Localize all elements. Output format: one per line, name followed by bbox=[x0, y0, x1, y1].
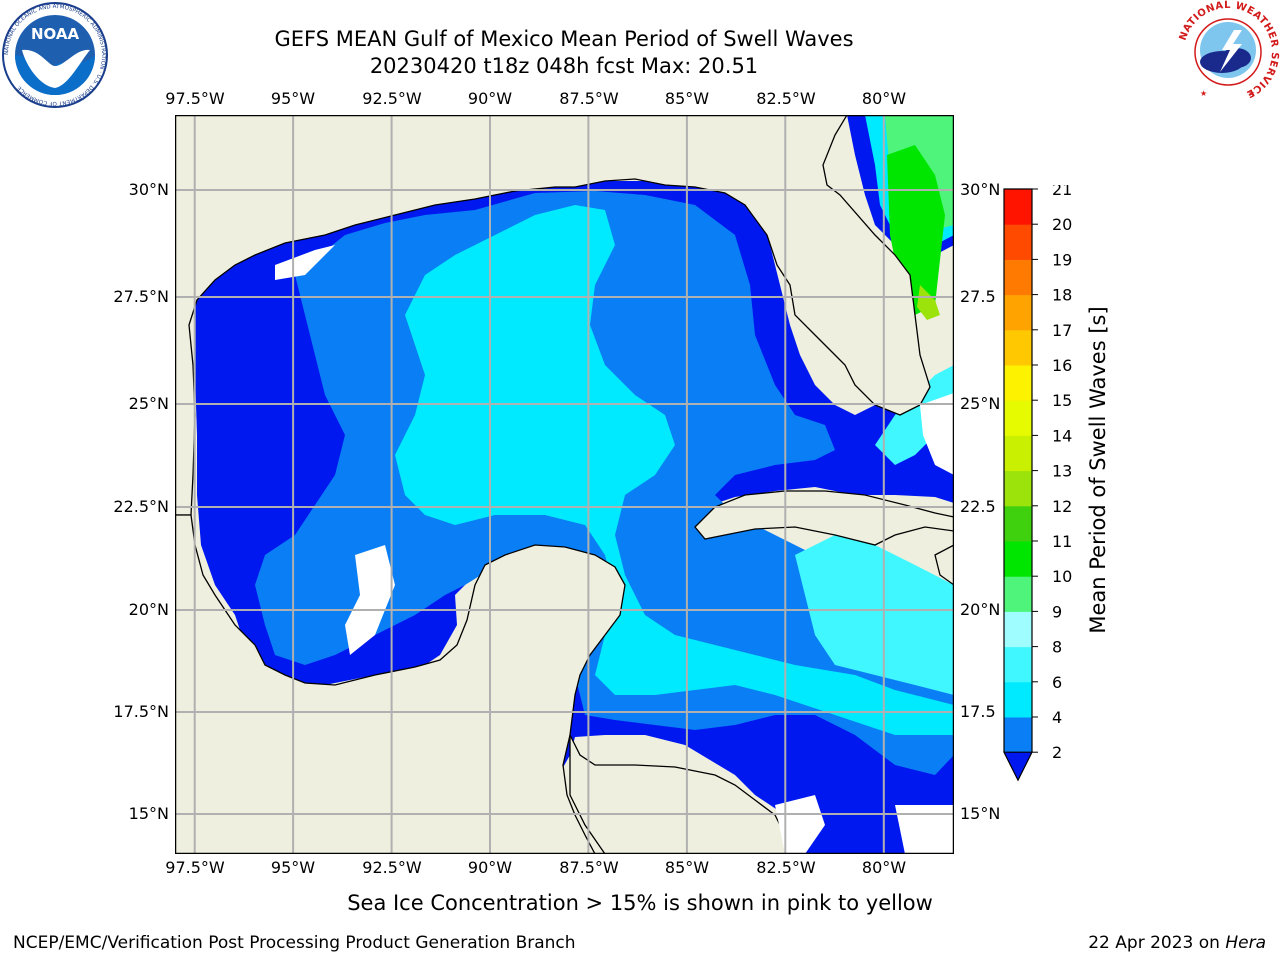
atlantic-water-yellowgreen bbox=[917, 285, 940, 320]
lon-tick-bottom: 85°W bbox=[664, 858, 710, 877]
lat-tick-right: 27.5 bbox=[960, 287, 996, 306]
machine-name: Hera bbox=[1225, 933, 1266, 953]
gulf-water-4to6 bbox=[395, 205, 954, 735]
lon-tick-top: 95°W bbox=[270, 89, 316, 108]
svg-text:NOAA: NOAA bbox=[31, 25, 80, 43]
colorbar-tick-label: 9 bbox=[1052, 602, 1062, 621]
lat-tick-right: 25°N bbox=[960, 394, 1001, 413]
colorbar-tick-label: 12 bbox=[1052, 497, 1072, 516]
lat-tick-right: 20°N bbox=[960, 600, 1001, 619]
colorbar-tick-label: 6 bbox=[1052, 673, 1062, 692]
colorbar-tick-label: 14 bbox=[1052, 426, 1072, 445]
lat-tick-right: 17.5 bbox=[960, 702, 996, 721]
lat-tick-left: 20°N bbox=[128, 600, 169, 619]
colorbar-segment bbox=[1004, 470, 1032, 507]
lat-tick-left: 30°N bbox=[128, 180, 169, 199]
lat-tick-left: 27.5°N bbox=[113, 287, 169, 306]
colorbar-tick-label: 10 bbox=[1052, 567, 1072, 586]
lon-tick-bottom: 92.5°W bbox=[362, 858, 422, 877]
svg-text:★: ★ bbox=[1200, 89, 1207, 98]
lat-tick-left: 15°N bbox=[128, 804, 169, 823]
colorbar-tick-label: 4 bbox=[1052, 708, 1062, 727]
missing-data-patch bbox=[775, 795, 825, 854]
date-line: 22 Apr 2023 on Hera bbox=[1088, 933, 1266, 953]
caribbean-cyan bbox=[795, 535, 954, 695]
colorbar-segment bbox=[1004, 224, 1032, 260]
colorbar-label: Mean Period of Swell Waves [s] bbox=[1086, 306, 1110, 634]
mexico-land bbox=[175, 514, 626, 854]
colorbar-segment bbox=[1004, 576, 1032, 612]
lon-tick-bottom: 95°W bbox=[270, 858, 316, 877]
lat-tick-right: 30°N bbox=[960, 180, 1001, 199]
colorbar-segment bbox=[1004, 365, 1032, 401]
atlantic-cyan bbox=[875, 365, 954, 465]
lon-tick-bottom: 97.5°W bbox=[165, 858, 225, 877]
colorbar-segment bbox=[1004, 259, 1032, 296]
missing-data-patch bbox=[275, 245, 335, 280]
hispaniola-land bbox=[934, 544, 954, 586]
bahamas-land bbox=[920, 393, 954, 475]
colorbar-tick-label: 16 bbox=[1052, 356, 1072, 375]
missing-data-patch bbox=[345, 545, 395, 655]
colorbar-tick-label: 18 bbox=[1052, 286, 1072, 305]
svg-text:★: ★ bbox=[1248, 89, 1255, 98]
lon-tick-top: 82.5°W bbox=[756, 89, 816, 108]
lon-tick-bottom: 80°W bbox=[861, 858, 907, 877]
colorbar-segment bbox=[1004, 329, 1032, 366]
noaa-logo: NATIONAL OCEANIC AND ATMOSPHERIC ADMINIS… bbox=[2, 2, 108, 108]
colorbar-segment bbox=[1004, 400, 1032, 436]
colorbar-segment bbox=[1004, 611, 1032, 648]
colorbar-tick-label: 13 bbox=[1052, 462, 1072, 481]
colorbar-segment bbox=[1004, 505, 1032, 542]
lat-tick-right: 22.5 bbox=[960, 497, 996, 516]
colorbar-tick-label: 20 bbox=[1052, 215, 1072, 234]
lon-tick-top: 85°W bbox=[664, 89, 710, 108]
us-gulf-coast-land bbox=[175, 115, 931, 516]
lon-tick-bottom: 82.5°W bbox=[756, 858, 816, 877]
gulf-map bbox=[175, 115, 954, 854]
lat-tick-left: 17.5°N bbox=[113, 702, 169, 721]
colorbar-segment bbox=[1004, 541, 1032, 577]
lon-tick-top: 90°W bbox=[467, 89, 513, 108]
map-graticule bbox=[175, 115, 954, 854]
colorbar-segment bbox=[1004, 717, 1032, 753]
central-america-land bbox=[569, 734, 796, 854]
colorbar: 2 4 6 8 9 10 11 12 13 14 15 16 17 18 19 20 21 bbox=[1003, 185, 1072, 782]
colorbar-tick-label: 17 bbox=[1052, 321, 1072, 340]
lon-tick-top: 92.5°W bbox=[362, 89, 422, 108]
colorbar-segment bbox=[1004, 646, 1032, 683]
chart-title: GEFS MEAN Gulf of Mexico Mean Period of … bbox=[274, 27, 854, 51]
colorbar-tick-label: 19 bbox=[1052, 250, 1072, 269]
lon-tick-top: 80°W bbox=[861, 89, 907, 108]
lat-tick-right: 15°N bbox=[960, 804, 1001, 823]
colorbar-segment bbox=[1004, 435, 1032, 472]
colorbar-segment bbox=[1004, 294, 1032, 331]
map-frame bbox=[175, 115, 954, 854]
lat-tick-left: 25°N bbox=[128, 394, 169, 413]
date-text: 22 Apr 2023 on bbox=[1088, 933, 1226, 953]
lon-tick-top: 87.5°W bbox=[559, 89, 619, 108]
credit-line: NCEP/EMC/Verification Post Processing Pr… bbox=[13, 933, 576, 953]
lon-tick-bottom: 90°W bbox=[467, 858, 513, 877]
sea-ice-note: Sea Ice Concentration > 15% is shown in … bbox=[347, 891, 933, 915]
colorbar-tick-label: 2 bbox=[1052, 743, 1062, 762]
colorbar-tick-label: 15 bbox=[1052, 391, 1072, 410]
lon-tick-bottom: 87.5°W bbox=[559, 858, 619, 877]
missing-data-patch bbox=[895, 805, 954, 854]
lon-tick-top: 97.5°W bbox=[165, 89, 225, 108]
colorbar-under-extension bbox=[1003, 751, 1033, 782]
lat-tick-left: 22.5°N bbox=[113, 497, 169, 516]
colorbar-segment bbox=[1004, 189, 1032, 225]
colorbar-tick-label: 11 bbox=[1052, 532, 1072, 551]
chart-subtitle: 20230420 t18z 048h fcst Max: 20.51 bbox=[369, 54, 759, 78]
colorbar-tick-label: 8 bbox=[1052, 638, 1062, 657]
colorbar-tick-label: 21 bbox=[1052, 185, 1072, 199]
nws-logo: NATIONAL WEATHER SERVICE ★ ★ bbox=[1178, 0, 1280, 102]
colorbar-segment bbox=[1004, 681, 1032, 718]
